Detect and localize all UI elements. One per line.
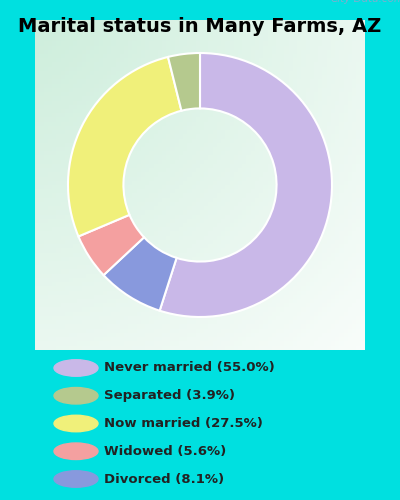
Circle shape [54, 388, 98, 404]
Text: Divorced (8.1%): Divorced (8.1%) [104, 472, 224, 486]
Wedge shape [160, 53, 332, 317]
Wedge shape [168, 53, 200, 110]
Wedge shape [78, 215, 144, 275]
Text: Now married (27.5%): Now married (27.5%) [104, 417, 263, 430]
Text: Marital status in Many Farms, AZ: Marital status in Many Farms, AZ [18, 18, 382, 36]
Circle shape [54, 415, 98, 432]
Circle shape [54, 360, 98, 376]
Text: Separated (3.9%): Separated (3.9%) [104, 389, 235, 402]
Wedge shape [68, 57, 182, 236]
Wedge shape [104, 238, 176, 310]
Circle shape [54, 471, 98, 487]
Text: Never married (55.0%): Never married (55.0%) [104, 362, 275, 374]
Circle shape [54, 443, 98, 460]
Text: Widowed (5.6%): Widowed (5.6%) [104, 445, 226, 458]
Text: City-Data.com: City-Data.com [330, 0, 400, 4]
